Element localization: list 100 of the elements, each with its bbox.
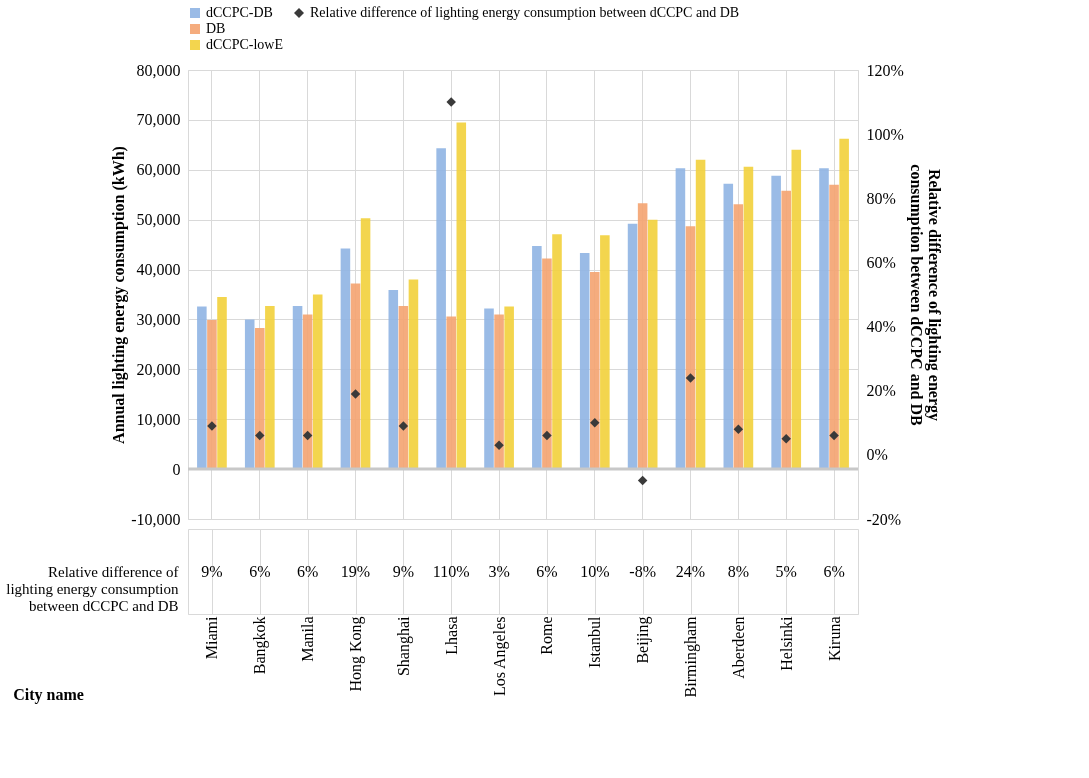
bar bbox=[484, 308, 494, 470]
bar bbox=[340, 248, 351, 470]
y2-tick-label: 60% bbox=[866, 253, 896, 271]
y2-tick-label: 100% bbox=[866, 125, 904, 143]
x-tick-label: Helsinki bbox=[777, 615, 795, 671]
x-tick-label: Birmingham bbox=[682, 615, 700, 698]
y-tick-label: -10,000 bbox=[131, 510, 181, 528]
data-label: 9% bbox=[201, 562, 223, 580]
point bbox=[398, 421, 409, 431]
legend-label: dCCPC-lowE bbox=[206, 37, 284, 52]
bar bbox=[350, 283, 361, 470]
bar bbox=[590, 272, 600, 470]
data-label: 24% bbox=[675, 562, 706, 580]
y-tick-label: 20,000 bbox=[136, 360, 181, 378]
point bbox=[302, 430, 313, 441]
point bbox=[637, 475, 648, 486]
legend-label: DB bbox=[206, 21, 226, 36]
point bbox=[542, 430, 552, 441]
y-tick-label: 50,000 bbox=[136, 211, 181, 229]
point bbox=[446, 97, 456, 107]
y2-tick-label: 40% bbox=[866, 318, 896, 336]
y2-tick-label: 0% bbox=[866, 446, 888, 464]
x-tick-label: Hong Kong bbox=[347, 616, 365, 692]
legend-label: Relative difference of lighting energy consumption between dCCPC and DB bbox=[310, 5, 740, 20]
data-label: 6% bbox=[249, 562, 271, 580]
bar bbox=[542, 258, 552, 470]
x-tick-label: Rome bbox=[538, 616, 556, 655]
point bbox=[781, 434, 791, 444]
legend-label: dCCPC-DB bbox=[206, 5, 273, 20]
bar bbox=[627, 223, 638, 470]
bar bbox=[771, 175, 781, 470]
bar bbox=[791, 149, 802, 470]
bar bbox=[579, 253, 590, 470]
data-label: 6% bbox=[296, 562, 319, 580]
data-label: 9% bbox=[392, 562, 415, 580]
bar bbox=[695, 159, 706, 470]
y2-tick-label: 120% bbox=[866, 61, 904, 79]
y-tick-label: 60,000 bbox=[136, 161, 181, 179]
y2-tick-label: -20% bbox=[866, 510, 902, 528]
y-tick-label: 30,000 bbox=[136, 310, 181, 328]
y-tick-label: 70,000 bbox=[136, 111, 181, 129]
bar bbox=[675, 168, 686, 470]
data-label: 6% bbox=[536, 562, 558, 580]
data-label: 19% bbox=[340, 562, 371, 580]
point bbox=[255, 430, 265, 441]
bar bbox=[302, 314, 313, 470]
bar bbox=[446, 316, 456, 470]
bar bbox=[532, 246, 542, 470]
y-tick-label: 80,000 bbox=[136, 61, 181, 79]
x-tick-label: Aberdeen bbox=[729, 616, 747, 679]
bar bbox=[207, 319, 217, 470]
y2-tick-label: 20% bbox=[866, 382, 896, 400]
bar bbox=[839, 138, 849, 470]
x-tick-label: Lhasa bbox=[442, 616, 460, 655]
bar bbox=[743, 166, 754, 470]
bar bbox=[312, 294, 323, 470]
bar bbox=[456, 122, 467, 470]
data-label: 110% bbox=[432, 562, 470, 580]
point bbox=[590, 418, 600, 428]
x-tick-label: Miami bbox=[203, 615, 221, 660]
point bbox=[829, 430, 839, 441]
bar bbox=[398, 305, 409, 470]
bar bbox=[733, 204, 744, 470]
y-tick-label: 10,000 bbox=[136, 410, 181, 428]
data-label: 8% bbox=[727, 562, 750, 580]
y-axis-title: Annual lighting energy consumption (kWh) bbox=[110, 146, 129, 444]
point bbox=[685, 373, 696, 383]
bar bbox=[360, 218, 371, 470]
x-tick-label: Los Angeles bbox=[490, 616, 509, 697]
y-tick-label: 0 bbox=[172, 460, 181, 478]
bar bbox=[408, 279, 419, 470]
y2-tick-label: 80% bbox=[866, 189, 896, 207]
x-tick-label: Bangkok bbox=[251, 616, 270, 675]
bar bbox=[637, 203, 648, 470]
x-axis-title: City name bbox=[13, 685, 84, 704]
x-tick-label: Manila bbox=[299, 616, 317, 662]
bar bbox=[255, 327, 265, 470]
y-tick-label: 40,000 bbox=[136, 261, 181, 279]
bar bbox=[685, 226, 696, 470]
x-tick-label: Beijing bbox=[634, 616, 653, 664]
bar bbox=[781, 190, 791, 470]
point bbox=[733, 424, 744, 434]
bar bbox=[723, 183, 734, 470]
bar bbox=[600, 235, 610, 470]
data-label: 6% bbox=[823, 562, 845, 580]
bar bbox=[217, 296, 227, 470]
bar bbox=[265, 305, 275, 470]
point bbox=[350, 389, 361, 399]
bar bbox=[388, 290, 399, 470]
bar bbox=[647, 219, 658, 470]
x-tick-label: Istanbul bbox=[586, 615, 604, 669]
bar bbox=[552, 234, 562, 470]
bar bbox=[292, 305, 303, 470]
data-label: 10% bbox=[580, 562, 610, 580]
bar bbox=[819, 168, 829, 470]
point bbox=[494, 440, 504, 450]
y2-axis-title: Relative difference of lighting energy consumption between dCCPC and DB bbox=[906, 164, 943, 427]
bar bbox=[197, 306, 207, 470]
bar bbox=[494, 314, 504, 470]
bar bbox=[504, 306, 514, 470]
